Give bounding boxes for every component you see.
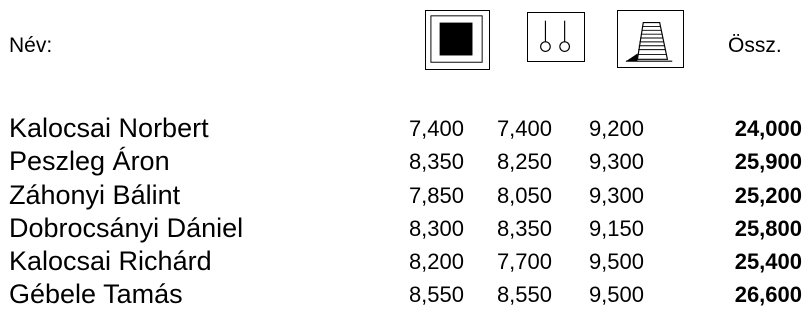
name-column-header: Név: xyxy=(9,34,53,57)
table-row: Peszleg Áron 8,350 8,250 9,300 25,900 xyxy=(0,146,811,176)
total-score: 25,200 xyxy=(734,183,802,208)
total-score: 25,800 xyxy=(734,216,802,241)
vault-score: 9,150 xyxy=(588,216,644,241)
pommel-horse-score: 8,350 xyxy=(408,149,464,174)
competitor-name: Záhonyi Bálint xyxy=(9,180,181,210)
rings-icon xyxy=(527,12,585,62)
total-column-header: Össz. xyxy=(728,34,782,57)
rings-score: 7,700 xyxy=(496,249,552,274)
competitor-name: Gébele Tamás xyxy=(9,279,183,309)
rings-score: 8,250 xyxy=(496,149,552,174)
pommel-horse-score: 8,200 xyxy=(408,249,464,274)
competitor-name: Kalocsai Norbert xyxy=(9,113,209,143)
vault-score: 9,500 xyxy=(588,249,644,274)
pommel-horse-score: 8,550 xyxy=(408,282,464,307)
vault-score: 9,300 xyxy=(588,149,644,174)
rings-score: 8,350 xyxy=(496,216,552,241)
competitor-name: Kalocsai Richárd xyxy=(9,246,212,276)
vault-icon xyxy=(617,10,684,68)
vault-score: 9,200 xyxy=(588,116,644,141)
table-row: Gébele Tamás 8,550 8,550 9,500 26,600 xyxy=(0,279,811,309)
pommel-horse-score: 7,400 xyxy=(408,116,464,141)
table-row: Záhonyi Bálint 7,850 8,050 9,300 25,200 xyxy=(0,180,811,210)
competitor-name: Dobrocsányi Dániel xyxy=(9,213,244,243)
rings-score: 7,400 xyxy=(496,116,552,141)
pommel-horse-score: 7,850 xyxy=(408,183,464,208)
table-row: Kalocsai Norbert 7,400 7,400 9,200 24,00… xyxy=(0,113,811,143)
vault-score: 9,500 xyxy=(588,282,644,307)
total-score: 25,900 xyxy=(734,149,802,174)
pommel-horse-icon xyxy=(425,10,490,70)
competitor-name: Peszleg Áron xyxy=(9,146,170,176)
table-row: Dobrocsányi Dániel 8,300 8,350 9,150 25,… xyxy=(0,213,811,243)
total-score: 26,600 xyxy=(734,282,802,307)
pommel-horse-score: 8,300 xyxy=(408,216,464,241)
total-score: 25,400 xyxy=(734,249,802,274)
total-score: 24,000 xyxy=(734,116,802,141)
table-row: Kalocsai Richárd 8,200 7,700 9,500 25,40… xyxy=(0,246,811,276)
vault-score: 9,300 xyxy=(588,183,644,208)
rings-score: 8,550 xyxy=(496,282,552,307)
rings-score: 8,050 xyxy=(496,183,552,208)
